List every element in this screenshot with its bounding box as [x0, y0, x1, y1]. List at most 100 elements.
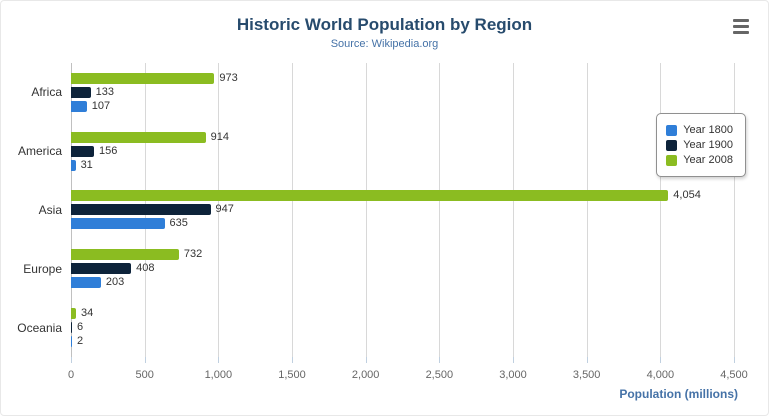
- data-label: 947: [215, 203, 234, 216]
- bar-row: 6: [71, 321, 734, 334]
- x-axis-tick: [365, 357, 367, 363]
- gridline: [439, 63, 441, 357]
- data-label: 34: [81, 307, 94, 320]
- data-label: 914: [210, 130, 230, 143]
- legend-label: Year 2008: [683, 154, 733, 166]
- bar-row: 635: [71, 217, 734, 230]
- category-label-oceania: Oceania: [17, 320, 62, 335]
- bar-oceania-year-2008[interactable]: [71, 308, 76, 320]
- bar-asia-year-1800[interactable]: [71, 218, 165, 230]
- category-group-europe: 732 408 203: [71, 239, 734, 298]
- legend: Year 1800 Year 1900 Year 2008: [656, 113, 746, 177]
- x-axis-tick: [734, 357, 735, 363]
- category-group-africa: 973 133 107: [71, 63, 734, 122]
- category-label-america: America: [17, 144, 62, 159]
- x-axis-tick: [71, 357, 72, 363]
- legend-item-year-1800[interactable]: Year 1800: [666, 124, 733, 136]
- bar-africa-year-1900[interactable]: [71, 86, 91, 98]
- legend-item-year-2008[interactable]: Year 2008: [666, 154, 733, 166]
- category-label-europe: Europe: [23, 261, 62, 276]
- x-axis-tick-label: 3,500: [572, 369, 601, 381]
- x-axis-tick: [144, 357, 146, 363]
- x-axis-tick-label: 2,000: [351, 369, 380, 381]
- x-axis-tick-label: 4,500: [720, 369, 748, 381]
- data-label: 4,054: [673, 189, 701, 202]
- bar-america-year-1900[interactable]: [71, 145, 94, 157]
- x-axis-tick: [439, 357, 441, 363]
- gridline: [513, 63, 514, 357]
- x-axis-tick: [513, 357, 514, 363]
- category-group-asia: 4,054 947 635: [71, 181, 734, 240]
- legend-symbol: [666, 154, 678, 166]
- x-axis-tick-label: 3,000: [499, 369, 527, 381]
- bar-row: 732: [71, 248, 734, 261]
- bar-row: 973: [71, 71, 734, 84]
- bar-america-year-1800[interactable]: [71, 159, 76, 171]
- x-axis-tick: [218, 357, 220, 363]
- legend-symbol: [666, 124, 678, 136]
- bar-europe-year-1900[interactable]: [71, 263, 132, 275]
- data-label: 635: [169, 217, 188, 230]
- bar-oceania-year-1800[interactable]: [71, 336, 72, 348]
- gridline: [365, 63, 367, 357]
- data-label: 107: [91, 99, 111, 112]
- bar-row: 408: [71, 262, 734, 275]
- legend-label: Year 1800: [683, 124, 733, 136]
- bar-row: 947: [71, 203, 734, 216]
- gridline: [292, 63, 293, 357]
- category-label-asia: Asia: [38, 203, 62, 217]
- plot-area: 0 500 1,000 1,500 2,000 2,500 3,000 3,500 4,000 4…: [17, 63, 748, 381]
- bar-oceania-year-1900[interactable]: [71, 322, 72, 334]
- x-axis-tick-label: 2,500: [425, 369, 454, 381]
- legend-label: Year 1900: [683, 139, 733, 151]
- x-axis-tick-label: 1,000: [204, 369, 233, 381]
- x-axis-tick: [660, 357, 662, 363]
- x-axis-tick-label: 1,500: [278, 369, 306, 381]
- bar-europe-year-1800[interactable]: [71, 277, 101, 289]
- x-axis-tick-label: 0: [67, 369, 75, 381]
- x-axis-tick: [586, 357, 588, 363]
- x-axis-tick: [292, 357, 293, 363]
- x-axis-tick-label: 500: [135, 369, 154, 381]
- gridline: [586, 63, 588, 357]
- bar-row: 156: [71, 144, 734, 157]
- bar-row: 107: [71, 99, 734, 112]
- data-label: 732: [183, 248, 203, 261]
- bar-asia-year-2008[interactable]: [71, 190, 669, 202]
- bar-row: 203: [71, 276, 734, 289]
- category-group-oceania: 34 6 2: [71, 298, 734, 357]
- chart-subtitle: Source: Wikipedia.org: [330, 38, 439, 50]
- gridline: [660, 63, 662, 357]
- category-label-africa: Africa: [31, 85, 62, 100]
- gridline: [734, 63, 735, 357]
- bar-row: 34: [71, 307, 734, 320]
- chart-title: Historic World Population by Region: [236, 15, 533, 34]
- context-menu-button[interactable]: [730, 17, 752, 35]
- bar-row: 133: [71, 85, 734, 98]
- bar-asia-year-1900[interactable]: [71, 204, 211, 216]
- legend-symbol: [666, 139, 678, 151]
- bar-row: 4,054: [71, 189, 734, 202]
- gridline: [218, 63, 220, 357]
- data-label: 156: [98, 144, 118, 157]
- x-axis-title: Population (millions): [619, 387, 738, 401]
- x-axis-tick-label: 4,000: [646, 369, 675, 381]
- data-label: 203: [105, 276, 125, 289]
- bar-europe-year-2008[interactable]: [71, 249, 179, 261]
- category-group-america: 914 156 31: [71, 122, 734, 181]
- hamburger-icon: [733, 18, 749, 22]
- bar-row: 31: [71, 158, 734, 171]
- data-label: 133: [95, 85, 114, 98]
- bar-africa-year-2008[interactable]: [71, 72, 215, 84]
- bar-america-year-2008[interactable]: [71, 131, 206, 143]
- bar-row: 914: [71, 130, 734, 143]
- data-label: 408: [136, 262, 155, 275]
- bar-africa-year-1800[interactable]: [71, 100, 87, 112]
- data-label: 973: [219, 71, 238, 84]
- bar-row: 2: [71, 335, 734, 348]
- legend-item-year-1900[interactable]: Year 1900: [666, 139, 733, 151]
- data-label: 6: [77, 321, 84, 334]
- data-label: 31: [80, 158, 93, 171]
- data-label: 2: [77, 335, 84, 348]
